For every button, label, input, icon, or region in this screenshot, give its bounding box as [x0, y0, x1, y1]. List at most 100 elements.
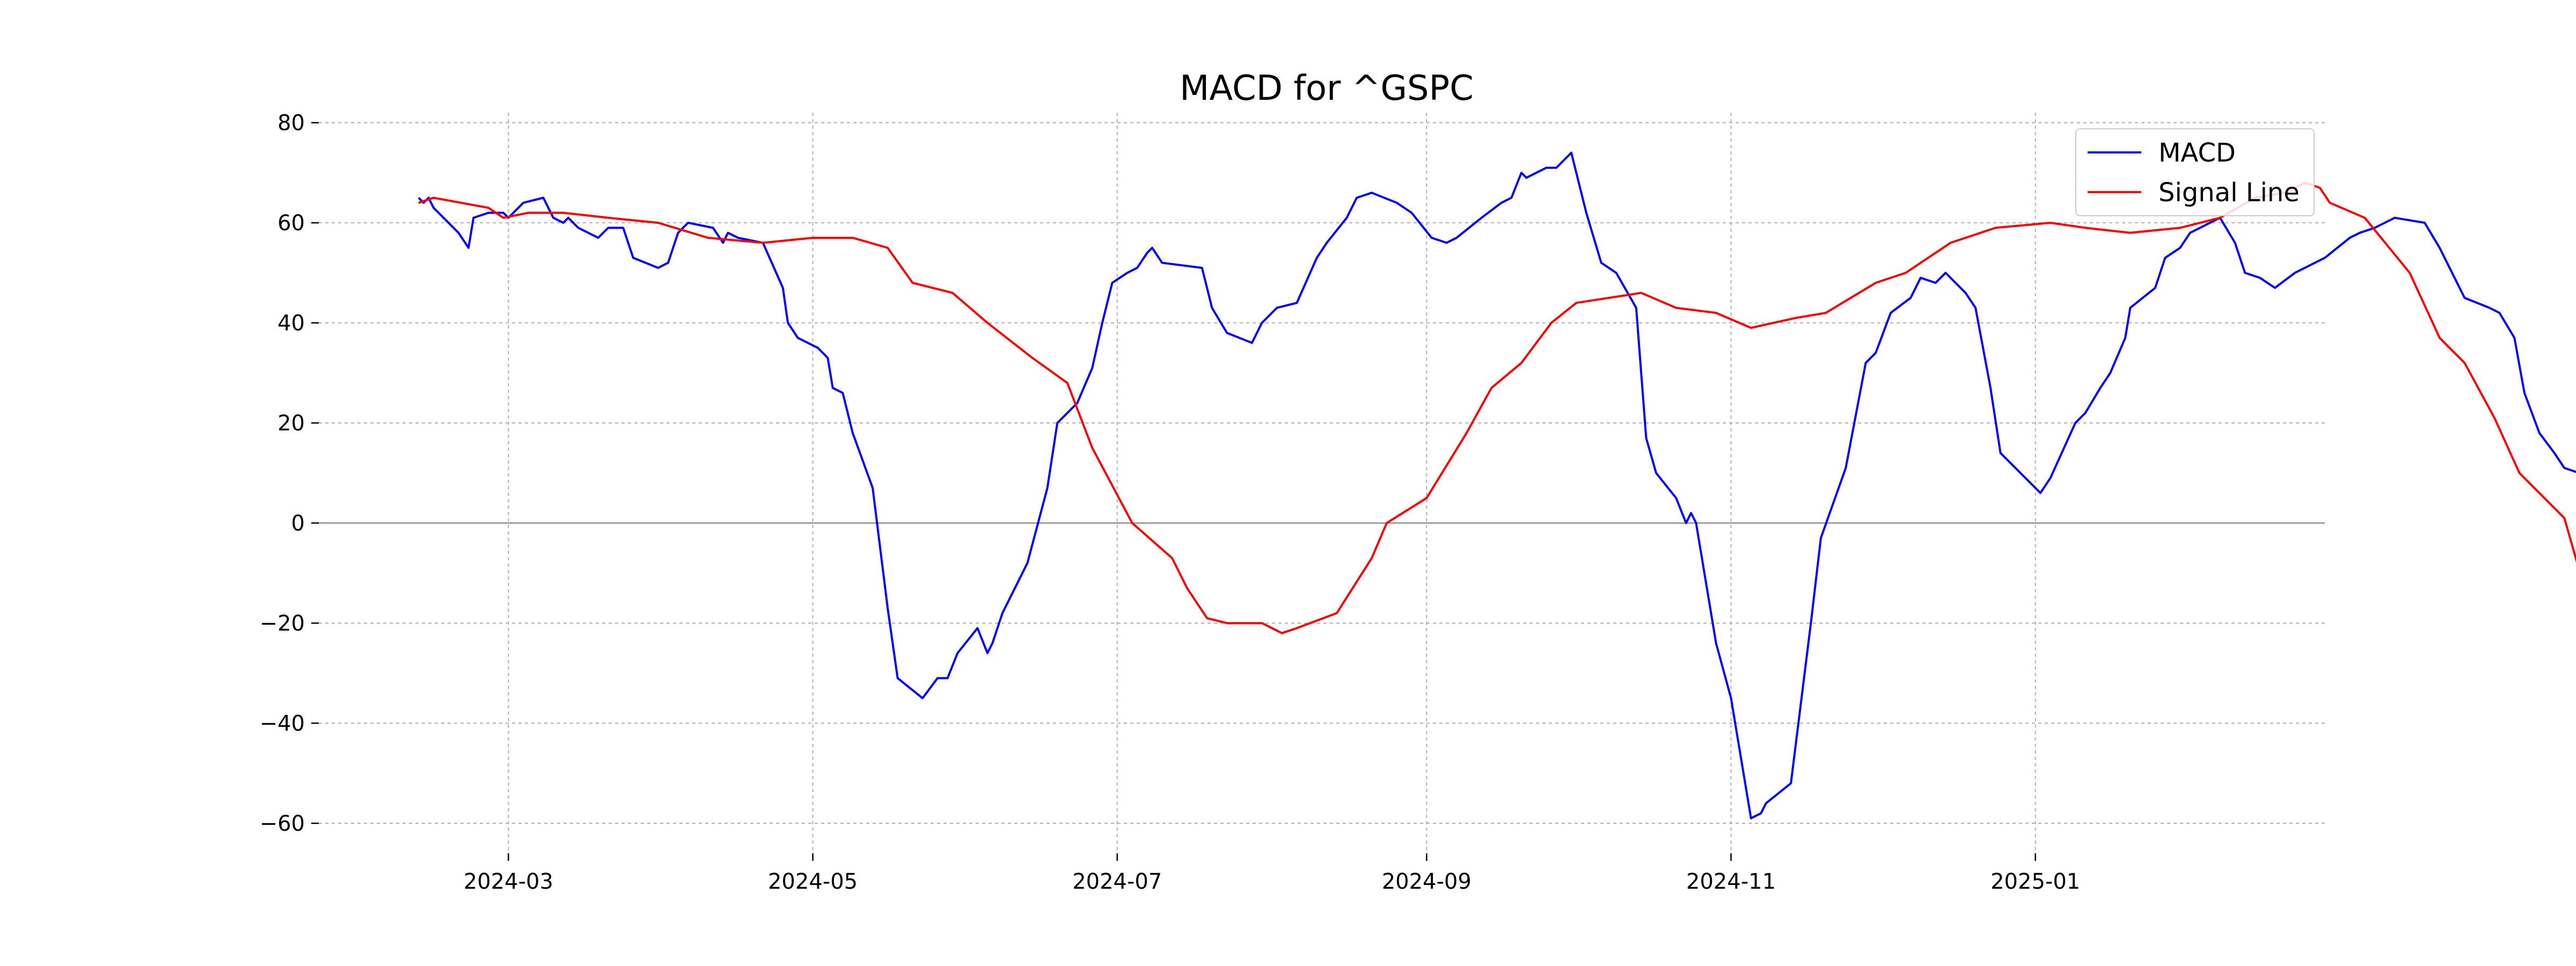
- signal-line-line: [418, 181, 2576, 634]
- macd-point: [872, 487, 874, 489]
- macd-point: [1151, 247, 1153, 249]
- macd-point: [2164, 257, 2166, 259]
- y-tick-label: 0: [291, 511, 305, 536]
- macd-point: [1989, 387, 1992, 389]
- macd-point: [1750, 817, 1752, 819]
- macd-point: [897, 677, 899, 679]
- macd-point: [1965, 292, 1967, 294]
- signal-line-point: [852, 237, 854, 239]
- macd-point: [1431, 237, 1433, 239]
- signal-line-point: [1171, 557, 1173, 559]
- signal-line-point: [912, 282, 914, 284]
- y-tick-label: −20: [260, 611, 305, 636]
- signal-line-point: [1520, 362, 1523, 364]
- macd-point: [1715, 642, 1717, 644]
- macd-point: [1251, 342, 1253, 344]
- macd-point: [1481, 217, 1483, 219]
- signal-line-point: [1850, 297, 1852, 299]
- macd-point: [1136, 267, 1138, 269]
- macd-point: [1585, 212, 1587, 214]
- macd-point: [1201, 267, 1203, 269]
- macd-point: [2074, 422, 2076, 424]
- signal-line-point: [2519, 472, 2521, 474]
- y-tick-label: 80: [277, 111, 305, 136]
- signal-line-point: [2129, 232, 2131, 234]
- macd-point: [1326, 241, 1328, 244]
- x-tick-label: 2025-01: [1990, 869, 2080, 894]
- signal-line-point: [1715, 312, 1717, 314]
- macd-point: [607, 227, 609, 229]
- axes: −60 −40 −20 0 20 40 60 80 2024-03 2024-05 2024-07 2…: [260, 111, 2081, 894]
- signal-line-point: [1371, 557, 1373, 559]
- macd-point: [1570, 152, 1572, 154]
- signal-line-legend-label: Signal Line: [2158, 178, 2300, 208]
- signal-line-point: [433, 197, 435, 199]
- signal-line-point: [1875, 282, 1877, 284]
- x-tick-label: 2024-09: [1382, 869, 1472, 894]
- signal-line-point: [1795, 317, 1797, 319]
- signal-line-point: [2179, 227, 2181, 229]
- signal-line-series: [418, 181, 2576, 634]
- signal-line-point: [1640, 292, 1642, 294]
- macd-point: [1820, 537, 1822, 539]
- macd-point: [737, 237, 739, 239]
- macd-point: [2000, 452, 2002, 454]
- y-tick-label: −60: [260, 811, 305, 836]
- macd-point: [1396, 202, 1398, 204]
- signal-line-point: [1950, 241, 1952, 244]
- macd-point: [2050, 477, 2052, 479]
- x-tick-label: 2024-05: [768, 869, 858, 894]
- signal-line-point: [2409, 272, 2411, 274]
- macd-point: [2154, 287, 2156, 289]
- macd-point: [2024, 477, 2026, 479]
- signal-line-point: [2463, 362, 2465, 364]
- macd-point: [1226, 332, 1228, 334]
- macd-point: [2349, 237, 2351, 239]
- macd-point: [2424, 222, 2426, 224]
- macd-point: [1026, 562, 1028, 564]
- macd-point: [826, 357, 829, 359]
- macd-point: [1126, 272, 1128, 274]
- macd-point: [1655, 472, 1657, 474]
- macd-point: [1635, 307, 1637, 309]
- macd-point: [1111, 282, 1114, 284]
- macd-point: [2394, 217, 2396, 219]
- macd-point: [1685, 522, 1687, 524]
- signal-line-point: [1425, 497, 1428, 499]
- signal-line-point: [528, 212, 530, 214]
- macd-point: [947, 677, 949, 679]
- macd-point: [2039, 492, 2041, 494]
- macd-point: [986, 652, 989, 654]
- macd-point: [921, 697, 924, 699]
- signal-line-point: [2219, 217, 2221, 219]
- macd-point: [2359, 232, 2361, 234]
- macd-point: [502, 212, 504, 214]
- signal-line-point: [1281, 632, 1283, 634]
- macd-point: [1101, 322, 1103, 324]
- macd-point: [2563, 467, 2565, 469]
- macd-point: [2099, 387, 2102, 389]
- macd-point: [956, 652, 958, 654]
- macd-point: [1501, 202, 1503, 204]
- macd-point: [1555, 167, 1557, 169]
- signal-line-point: [1825, 312, 1827, 314]
- macd-point: [1296, 302, 1298, 304]
- macd-point: [567, 217, 569, 219]
- macd-point: [2129, 307, 2131, 309]
- macd-point: [433, 207, 435, 209]
- macd-point: [976, 627, 978, 629]
- macd-point: [2489, 307, 2491, 309]
- macd-point: [1410, 212, 1413, 214]
- signal-line-point: [1206, 617, 1208, 619]
- signal-line-point: [1031, 357, 1034, 359]
- macd-point: [2179, 247, 2181, 249]
- macd-line: [418, 151, 2576, 819]
- macd-point: [2513, 337, 2515, 339]
- macd-point: [687, 222, 689, 224]
- signal-line-point: [986, 322, 989, 324]
- macd-point: [1890, 312, 1892, 314]
- macd-point: [2538, 432, 2541, 434]
- signal-line-point: [2319, 187, 2321, 189]
- macd-legend-label: MACD: [2158, 138, 2236, 168]
- signal-line-point: [1994, 227, 1996, 229]
